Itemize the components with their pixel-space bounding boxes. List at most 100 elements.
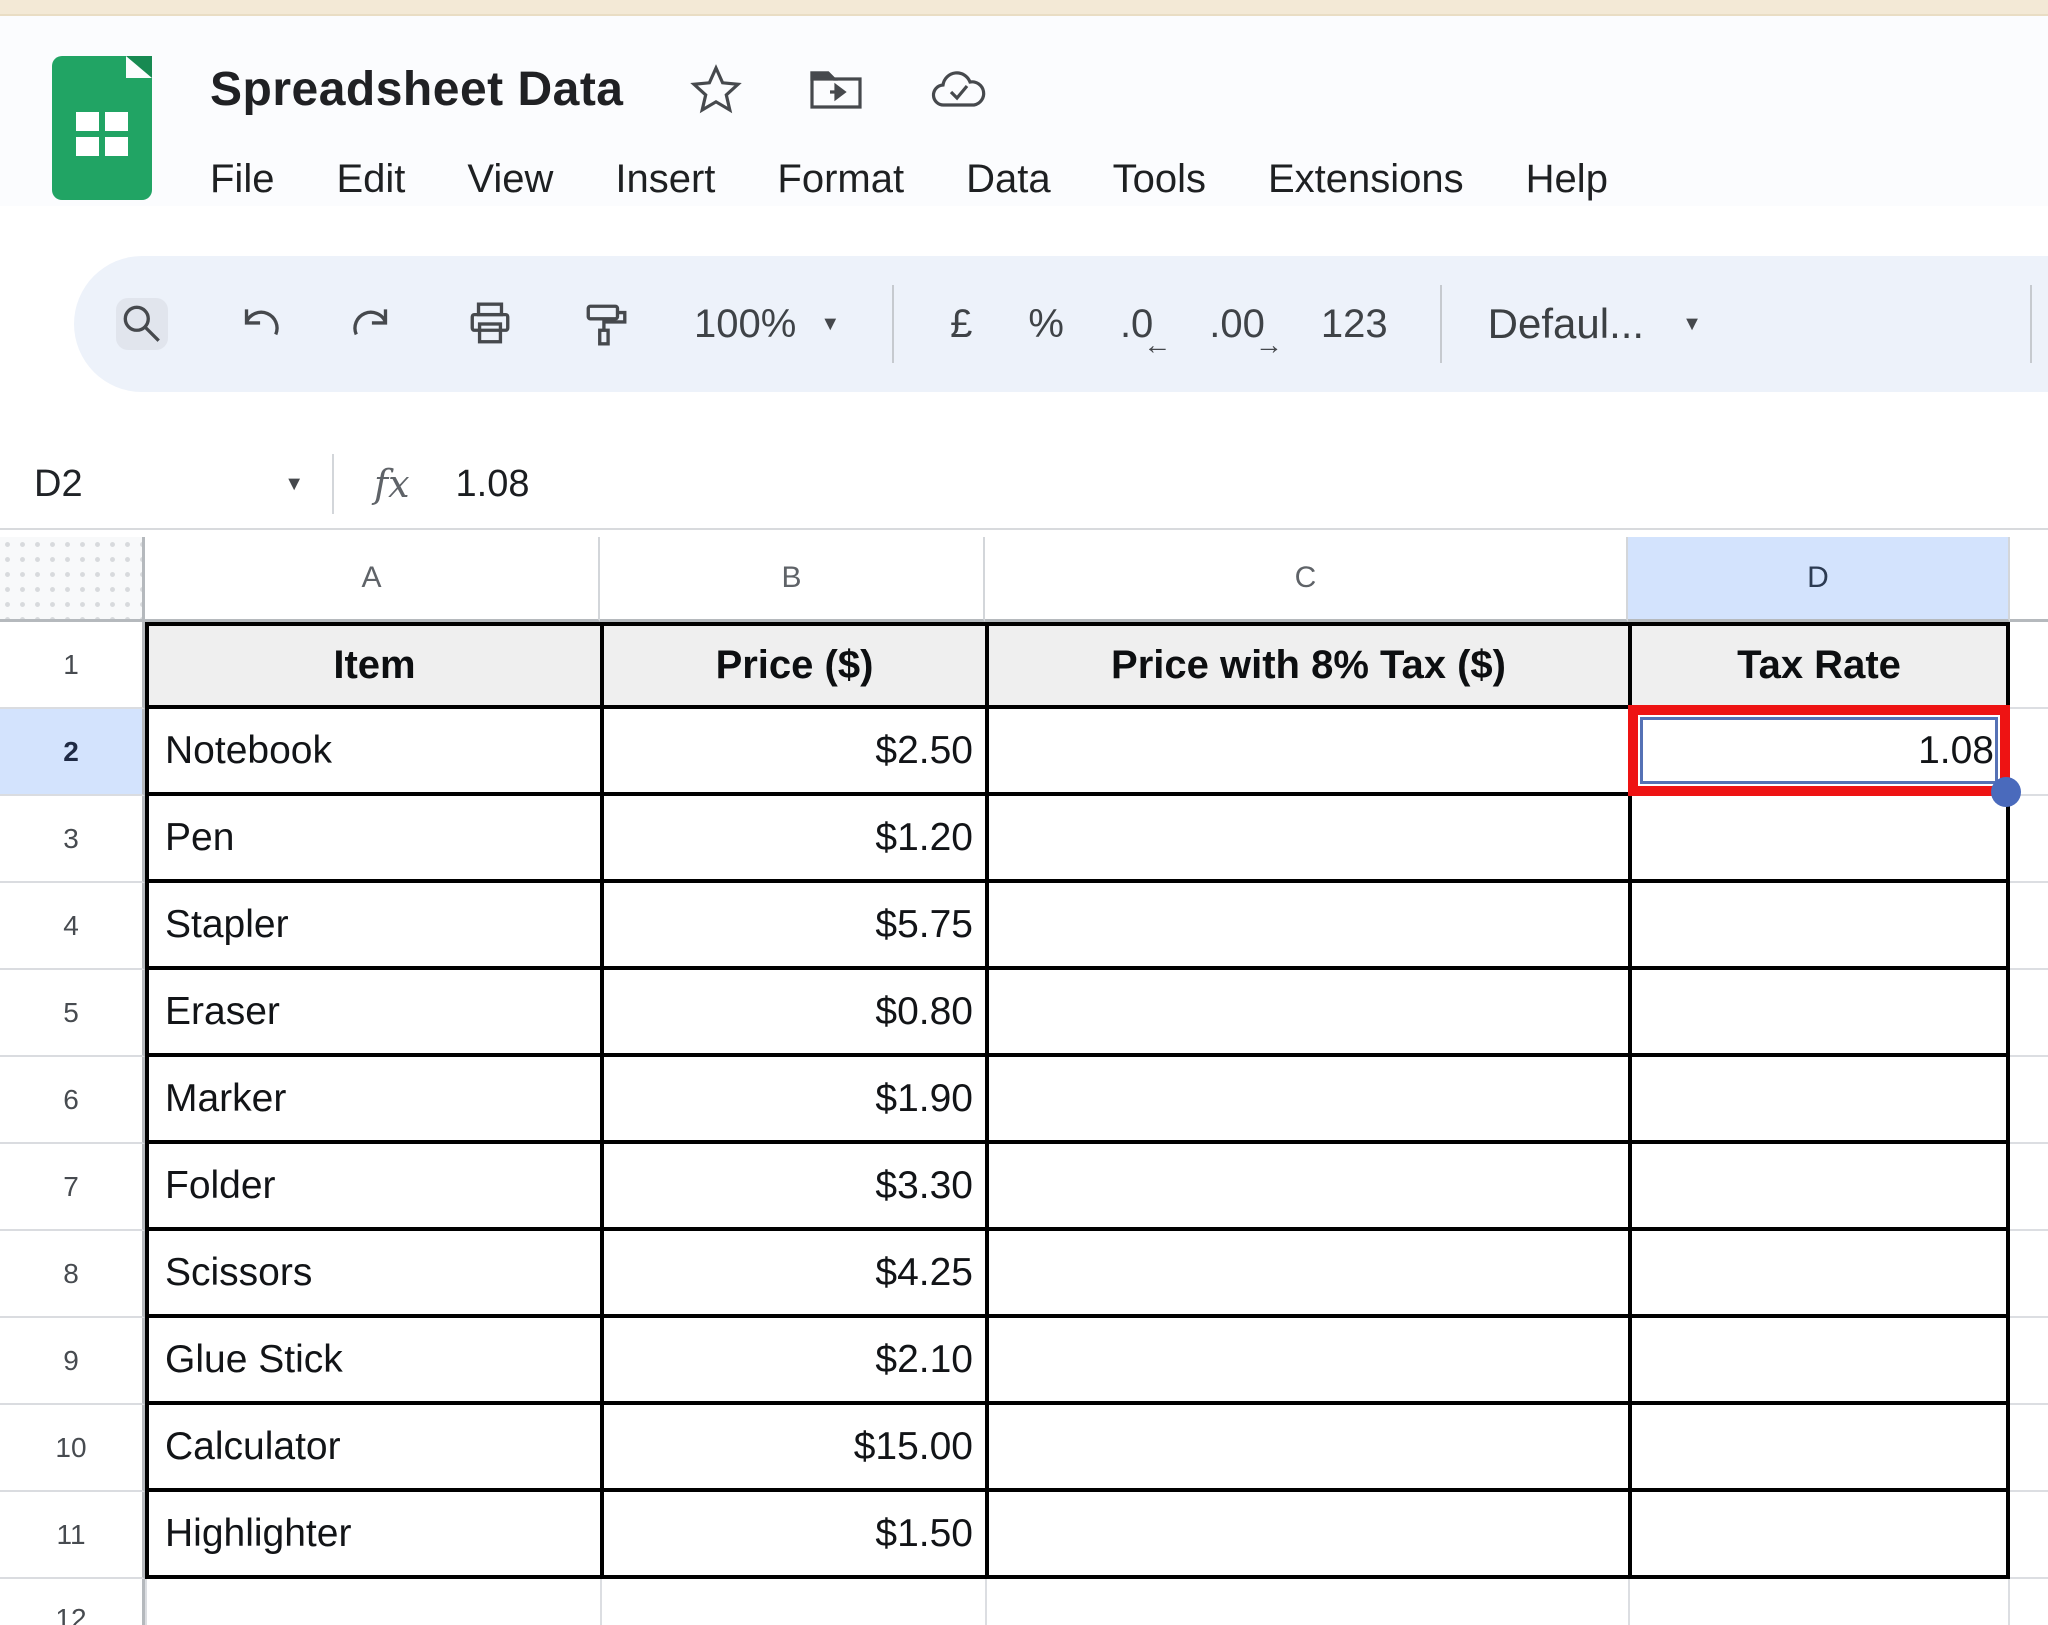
cell-C3[interactable] bbox=[985, 796, 1628, 883]
cell-D12[interactable] bbox=[1628, 1579, 2010, 1625]
column-header-C[interactable]: C bbox=[985, 537, 1628, 622]
increase-decimals-button[interactable]: .00 → bbox=[1209, 302, 1283, 360]
row-header-2[interactable]: 2 bbox=[0, 709, 145, 796]
cell-D10[interactable] bbox=[1628, 1405, 2010, 1492]
more-formats-button[interactable]: 123 bbox=[1320, 301, 1388, 346]
cell-A7[interactable]: Folder bbox=[145, 1144, 600, 1231]
row-header-12[interactable]: 12 bbox=[0, 1579, 145, 1625]
fill-handle[interactable] bbox=[1991, 777, 2021, 807]
menu-data[interactable]: Data bbox=[966, 156, 1051, 201]
column-header-A[interactable]: A bbox=[145, 537, 600, 622]
cell-E6[interactable] bbox=[2010, 1057, 2048, 1144]
row-header-3[interactable]: 3 bbox=[0, 796, 145, 883]
cell-E1[interactable] bbox=[2010, 622, 2048, 709]
cell-A1[interactable]: Item bbox=[145, 622, 600, 709]
menu-file[interactable]: File bbox=[210, 156, 275, 201]
cell-D2-selected[interactable]: 1.08 bbox=[1628, 705, 2021, 807]
cell-C2[interactable] bbox=[985, 709, 1628, 796]
cell-D8[interactable] bbox=[1628, 1231, 2010, 1318]
cell-E10[interactable] bbox=[2010, 1405, 2048, 1492]
cell-D5[interactable] bbox=[1628, 970, 2010, 1057]
undo-button[interactable] bbox=[232, 298, 284, 350]
cell-A5[interactable]: Eraser bbox=[145, 970, 600, 1057]
cell-D9[interactable] bbox=[1628, 1318, 2010, 1405]
cell-B11[interactable]: $1.50 bbox=[600, 1492, 985, 1579]
cell-C7[interactable] bbox=[985, 1144, 1628, 1231]
menu-extensions[interactable]: Extensions bbox=[1268, 156, 1464, 201]
row-header-11[interactable]: 11 bbox=[0, 1492, 145, 1579]
row-header-5[interactable]: 5 bbox=[0, 970, 145, 1057]
row-header-9[interactable]: 9 bbox=[0, 1318, 145, 1405]
paint-format-button[interactable] bbox=[580, 298, 632, 350]
cell-B10[interactable]: $15.00 bbox=[600, 1405, 985, 1492]
cell-C6[interactable] bbox=[985, 1057, 1628, 1144]
cell-E7[interactable] bbox=[2010, 1144, 2048, 1231]
redo-button[interactable] bbox=[348, 298, 400, 350]
cell-B3[interactable]: $1.20 bbox=[600, 796, 985, 883]
row-header-7[interactable]: 7 bbox=[0, 1144, 145, 1231]
cloud-saved-icon[interactable] bbox=[930, 65, 988, 113]
cell-A3[interactable]: Pen bbox=[145, 796, 600, 883]
cell-A12[interactable] bbox=[145, 1579, 600, 1625]
cell-A9[interactable]: Glue Stick bbox=[145, 1318, 600, 1405]
cell-E3[interactable] bbox=[2010, 796, 2048, 883]
cell-C1[interactable]: Price with 8% Tax ($) bbox=[985, 622, 1628, 709]
column-header-D[interactable]: D bbox=[1628, 537, 2010, 622]
cell-C10[interactable] bbox=[985, 1405, 1628, 1492]
menu-help[interactable]: Help bbox=[1525, 156, 1608, 201]
cell-B9[interactable]: $2.10 bbox=[600, 1318, 985, 1405]
cell-D11[interactable] bbox=[1628, 1492, 2010, 1579]
cell-A10[interactable]: Calculator bbox=[145, 1405, 600, 1492]
cell-D1[interactable]: Tax Rate bbox=[1628, 622, 2010, 709]
font-select[interactable]: Defaul... ▼ bbox=[1488, 300, 1702, 348]
cell-C12[interactable] bbox=[985, 1579, 1628, 1625]
formula-input[interactable]: 1.08 bbox=[455, 462, 530, 505]
column-header-E-sliver[interactable] bbox=[2010, 537, 2048, 622]
cell-A2[interactable]: Notebook bbox=[145, 709, 600, 796]
cell-D4[interactable] bbox=[1628, 883, 2010, 970]
name-box[interactable]: D2 ▼ bbox=[34, 463, 304, 506]
decrease-decimals-button[interactable]: .0 ← bbox=[1120, 302, 1171, 360]
row-header-10[interactable]: 10 bbox=[0, 1405, 145, 1492]
cell-B8[interactable]: $4.25 bbox=[600, 1231, 985, 1318]
cell-B5[interactable]: $0.80 bbox=[600, 970, 985, 1057]
cell-A4[interactable]: Stapler bbox=[145, 883, 600, 970]
cell-D3[interactable] bbox=[1628, 796, 2010, 883]
print-button[interactable] bbox=[464, 298, 516, 350]
row-header-8[interactable]: 8 bbox=[0, 1231, 145, 1318]
cell-C5[interactable] bbox=[985, 970, 1628, 1057]
move-to-folder-icon[interactable] bbox=[808, 65, 864, 113]
cell-B1[interactable]: Price ($) bbox=[600, 622, 985, 709]
cell-D7[interactable] bbox=[1628, 1144, 2010, 1231]
cell-E5[interactable] bbox=[2010, 970, 2048, 1057]
zoom-select[interactable]: 100% ▼ bbox=[694, 302, 840, 347]
cell-A11[interactable]: Highlighter bbox=[145, 1492, 600, 1579]
menu-insert[interactable]: Insert bbox=[615, 156, 716, 201]
document-title[interactable]: Spreadsheet Data bbox=[210, 62, 624, 116]
cell-E11[interactable] bbox=[2010, 1492, 2048, 1579]
menu-format[interactable]: Format bbox=[777, 156, 905, 201]
cell-B2[interactable]: $2.50 bbox=[600, 709, 985, 796]
cell-B4[interactable]: $5.75 bbox=[600, 883, 985, 970]
cell-A8[interactable]: Scissors bbox=[145, 1231, 600, 1318]
cell-B6[interactable]: $1.90 bbox=[600, 1057, 985, 1144]
select-all-corner[interactable] bbox=[0, 537, 145, 622]
cell-C8[interactable] bbox=[985, 1231, 1628, 1318]
menu-view[interactable]: View bbox=[467, 156, 554, 201]
cell-A6[interactable]: Marker bbox=[145, 1057, 600, 1144]
column-header-B[interactable]: B bbox=[600, 537, 985, 622]
cell-B7[interactable]: $3.30 bbox=[600, 1144, 985, 1231]
row-header-4[interactable]: 4 bbox=[0, 883, 145, 970]
row-header-6[interactable]: 6 bbox=[0, 1057, 145, 1144]
percent-format-button[interactable]: % bbox=[1028, 301, 1064, 346]
menu-tools[interactable]: Tools bbox=[1112, 156, 1206, 201]
sheets-logo[interactable] bbox=[52, 56, 152, 200]
cell-E8[interactable] bbox=[2010, 1231, 2048, 1318]
cell-E4[interactable] bbox=[2010, 883, 2048, 970]
cell-D6[interactable] bbox=[1628, 1057, 2010, 1144]
row-header-1[interactable]: 1 bbox=[0, 622, 145, 709]
cell-E12[interactable] bbox=[2010, 1579, 2048, 1625]
currency-format-button[interactable]: £ bbox=[950, 301, 973, 346]
star-icon[interactable] bbox=[689, 63, 742, 115]
search-button[interactable] bbox=[116, 298, 168, 350]
